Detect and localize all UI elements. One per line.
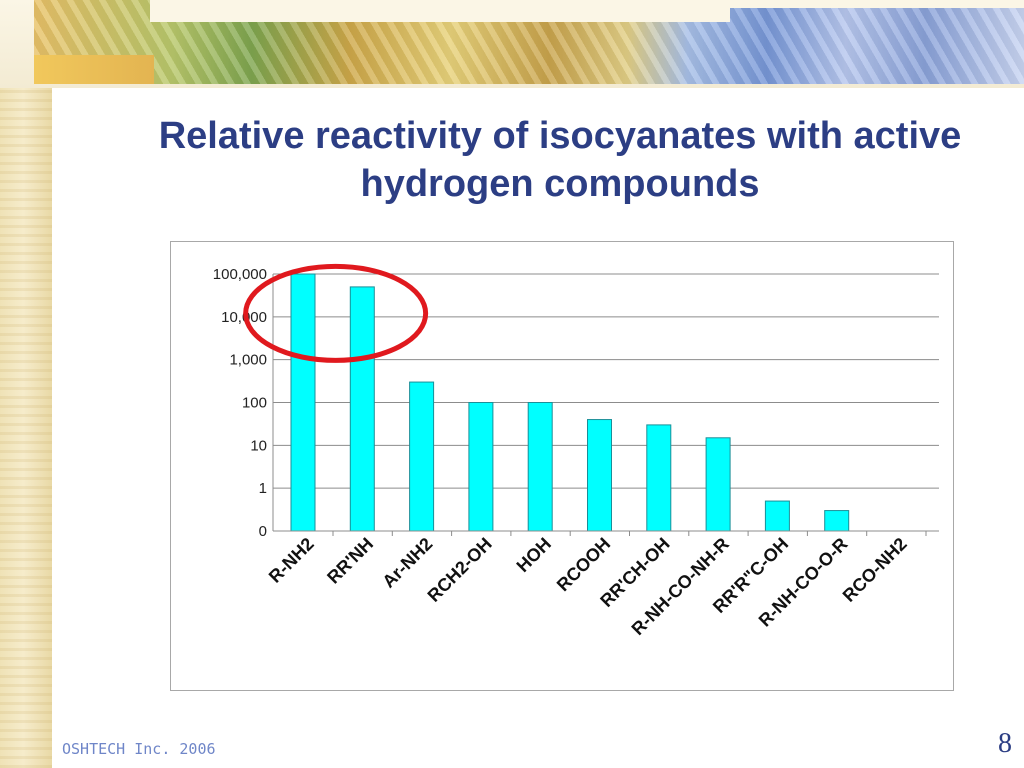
x-tick-label: RR'NH <box>323 534 377 588</box>
left-decor-strip <box>0 0 52 768</box>
x-tick-label: Ar-NH2 <box>378 534 436 592</box>
bar <box>468 402 494 532</box>
bar <box>764 500 790 532</box>
x-tick-label: RCO-NH2 <box>839 534 911 606</box>
slide-title: Relative reactivity of isocyanates with … <box>158 115 962 205</box>
x-tick-label: HOH <box>513 534 555 576</box>
banner-edge <box>150 0 730 22</box>
bar <box>290 273 316 532</box>
y-tick-label: 100,000 <box>213 266 267 283</box>
x-tick-label: RCH2-OH <box>424 534 496 606</box>
banner-edge <box>680 0 1024 8</box>
highlight-ellipse <box>243 263 429 363</box>
bar <box>409 381 435 532</box>
x-tick-label: RCOOH <box>553 534 615 596</box>
bar <box>824 510 850 532</box>
y-tick-label: 10 <box>250 437 267 454</box>
x-tick-label: R-NH2 <box>265 534 318 587</box>
y-tick-label: 1 <box>259 480 267 497</box>
bar <box>705 437 731 532</box>
bar <box>646 424 672 532</box>
banner-accent <box>34 55 154 84</box>
chart-frame: 0 1 10 100 1,000 10,000 100,000 R-NH2 RR'NH Ar-NH… <box>170 241 954 691</box>
bar <box>527 402 553 532</box>
y-tick-label: 0 <box>259 523 267 540</box>
footer-text: OSHTECH Inc. 2006 <box>62 740 216 758</box>
y-tick-label: 1,000 <box>229 352 267 369</box>
y-tick-label: 100 <box>242 395 267 412</box>
bar <box>587 419 612 532</box>
page-number: 8 <box>998 728 1012 759</box>
bar <box>349 286 375 532</box>
